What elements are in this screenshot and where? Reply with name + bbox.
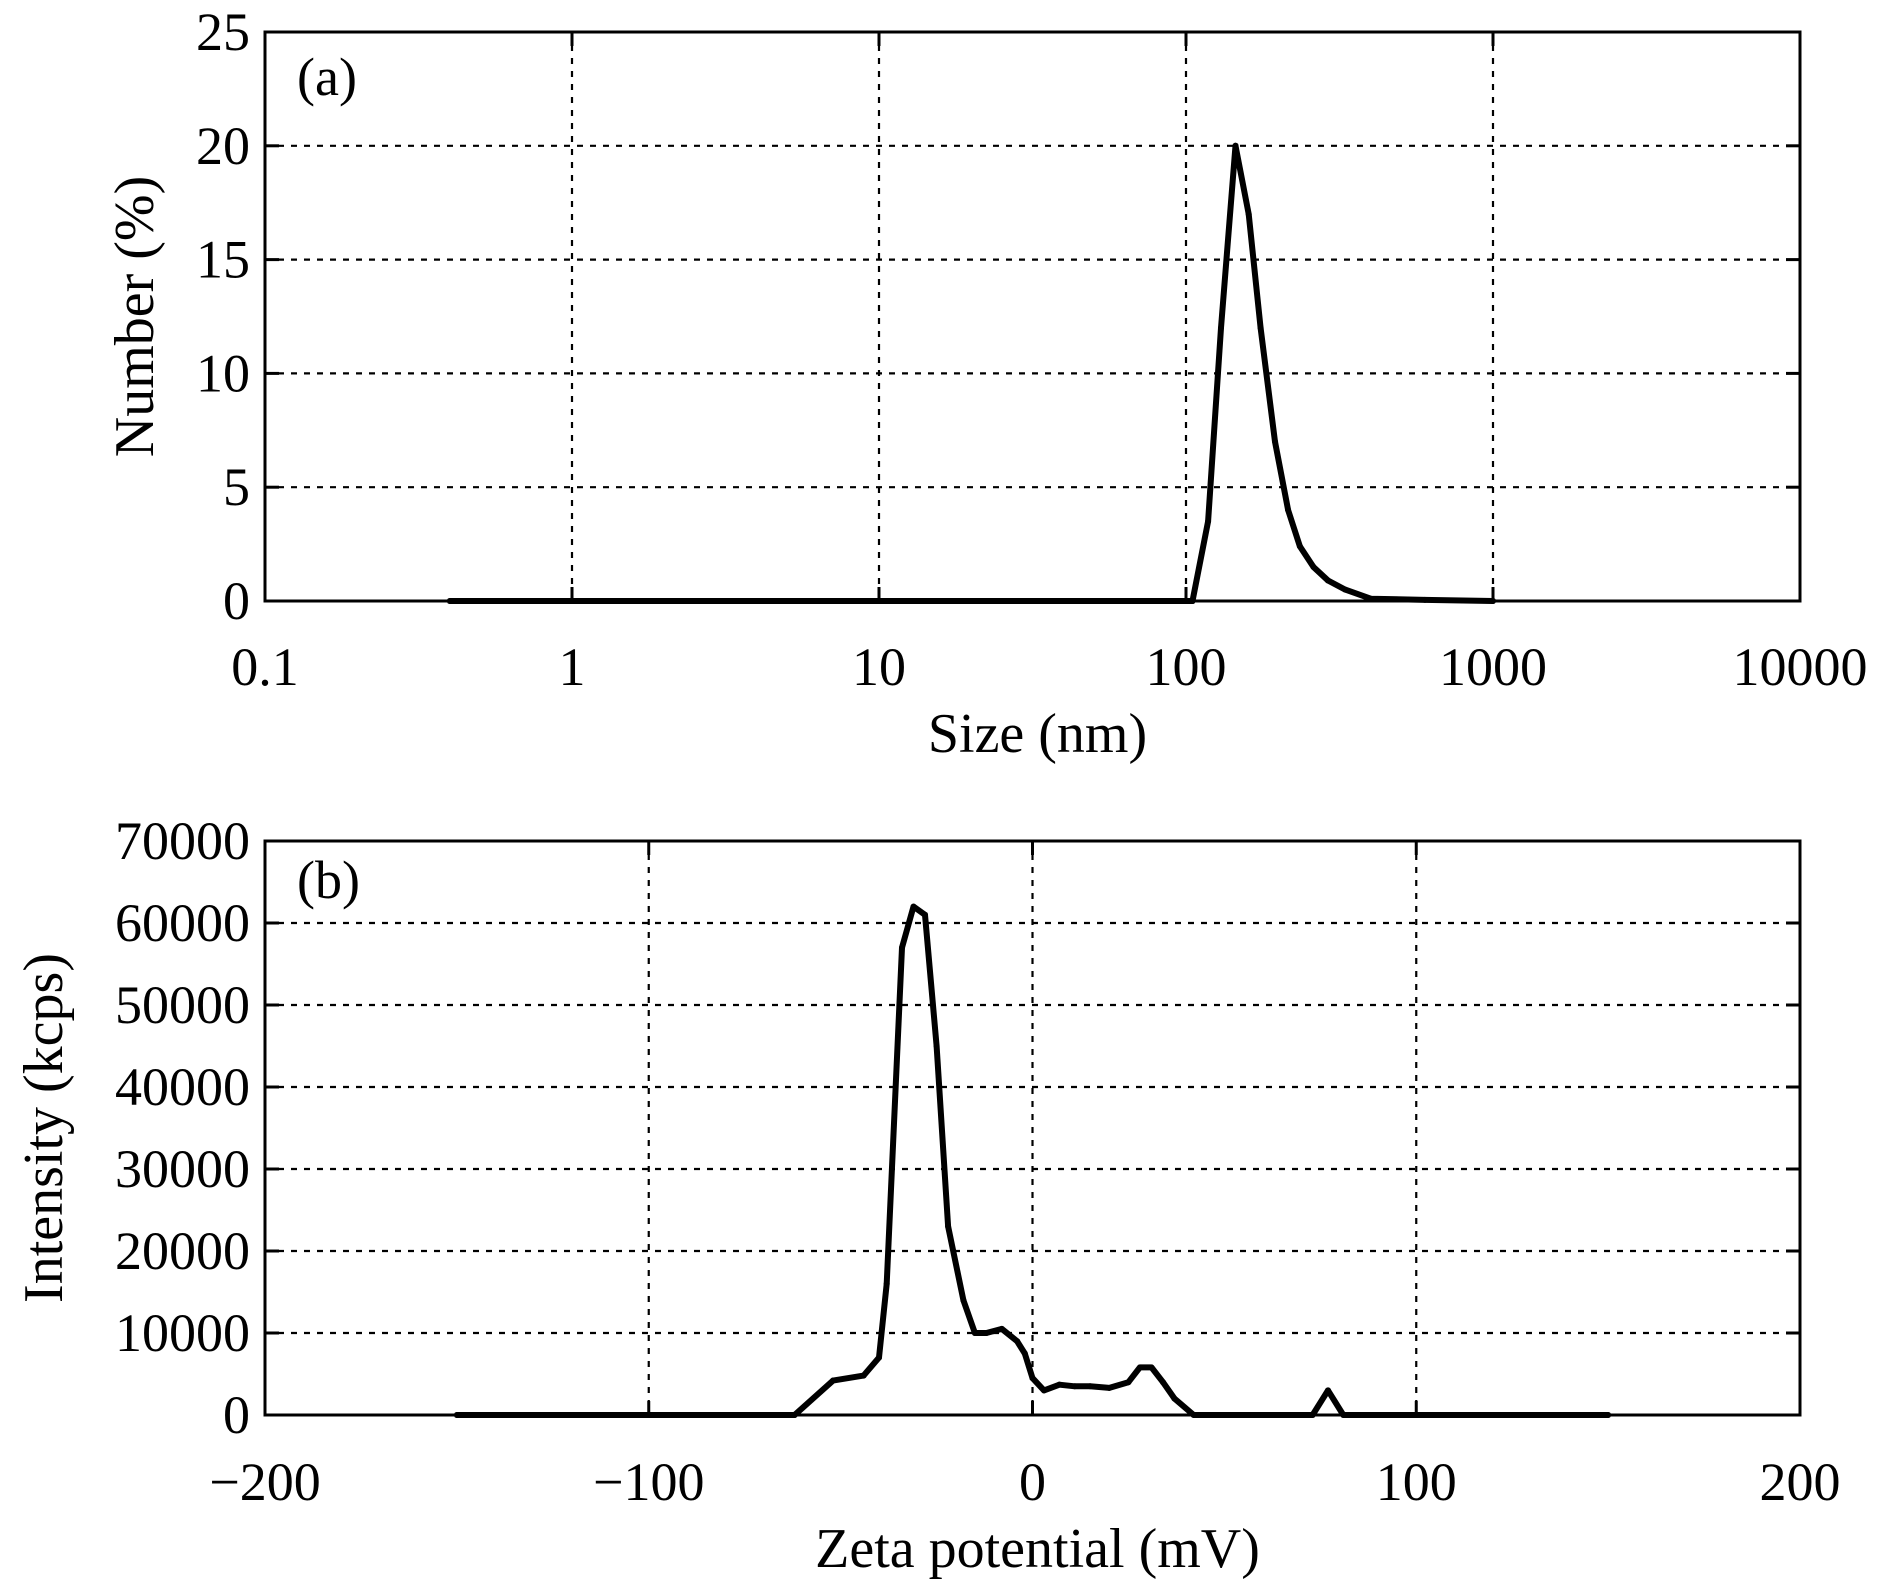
data-point (1136, 1364, 1143, 1371)
data-point (1148, 1364, 1155, 1371)
data-point (1205, 518, 1212, 525)
data-point (791, 1412, 798, 1418)
data-point (1421, 596, 1428, 603)
data-point (1605, 1412, 1612, 1418)
panel-label: (a) (297, 47, 357, 107)
data-point (569, 598, 575, 604)
x-tick-label: −200 (209, 1452, 320, 1512)
y-tick-label: 20 (196, 116, 250, 176)
data-point (453, 1412, 460, 1418)
data-point (1125, 1379, 1132, 1386)
data-point (1490, 1412, 1496, 1418)
chart-panel-a: 0.1 1 10 100 1000 10000 0 5 10 15 20 25 Size (nm) Num… (104, 2, 1868, 765)
y-tick-label: 40000 (115, 1057, 250, 1117)
x-tick-label: 1 (559, 637, 586, 697)
x-tick-label: 200 (1760, 1452, 1841, 1512)
x-tick-label: −100 (593, 1452, 704, 1512)
data-point (1342, 586, 1349, 593)
x-tick-label: 0 (1019, 1452, 1046, 1512)
data-point (922, 911, 929, 918)
data-point (1490, 598, 1496, 604)
data-point (1087, 1383, 1094, 1390)
data-point (1106, 1384, 1113, 1391)
data-point (1285, 506, 1292, 513)
data-point (945, 1223, 952, 1230)
data-point (1278, 1412, 1285, 1418)
y-tick-label: 10 (196, 343, 250, 403)
y-tick-label: 50000 (115, 975, 250, 1035)
data-point (899, 944, 906, 951)
data-point (1041, 1387, 1048, 1394)
y-tick-label: 5 (223, 457, 250, 517)
data-point (876, 1354, 882, 1361)
panel-label: (b) (297, 850, 360, 910)
data-point (960, 1297, 967, 1304)
data-point (1029, 1375, 1036, 1382)
y-tick-label: 70000 (115, 811, 250, 871)
data-point (1217, 324, 1224, 331)
x-tick-label: 0.1 (231, 637, 299, 697)
data-point (1232, 142, 1239, 149)
data-point (1189, 598, 1196, 604)
y-tick-label: 10000 (115, 1303, 250, 1363)
series-line (453, 903, 1612, 1418)
x-tick-label: 1000 (1439, 637, 1547, 697)
y-axis-label: Number (%) (104, 176, 166, 457)
x-tick-label: 100 (1146, 637, 1227, 697)
data-point (1171, 1395, 1178, 1402)
data-point (883, 1280, 890, 1287)
data-point (1413, 1412, 1420, 1418)
data-point (1240, 1412, 1247, 1418)
x-tick-label: 10 (852, 637, 906, 697)
x-tick-label: 10000 (1733, 637, 1868, 697)
data-point (1309, 1412, 1316, 1418)
data-point (1324, 1387, 1331, 1394)
data-point (1310, 563, 1317, 570)
data-point (998, 1325, 1005, 1332)
data-point (1090, 598, 1097, 604)
data-point (1296, 543, 1303, 550)
data-point (1367, 595, 1374, 602)
data-point (1021, 1350, 1028, 1357)
data-point (1374, 1412, 1381, 1418)
y-tick-label: 20000 (115, 1221, 250, 1281)
x-axis-label: Size (nm) (928, 703, 1147, 765)
data-point (1272, 438, 1279, 445)
data-point (876, 598, 882, 604)
data-point (1190, 1412, 1197, 1418)
y-tick-label: 15 (196, 230, 250, 290)
data-point (971, 1330, 978, 1336)
y-tick-label: 25 (196, 2, 250, 62)
data-point (645, 1412, 652, 1418)
data-point (910, 903, 917, 910)
data-point (933, 1043, 940, 1049)
data-point (1324, 577, 1331, 584)
chart-panel-b: −200 −100 0 100 200 0 10000 20000 30000 40000 5000… (13, 811, 1841, 1580)
y-tick-label: 60000 (115, 893, 250, 953)
data-point (446, 598, 453, 604)
data-point (1213, 1412, 1220, 1418)
y-tick-label: 0 (223, 571, 250, 631)
x-axis-label: Zeta potential (mV) (815, 1518, 1260, 1580)
y-tick-label: 0 (223, 1385, 250, 1445)
data-point (1159, 1379, 1166, 1386)
data-point (1245, 211, 1252, 218)
x-tick-label: 100 (1376, 1452, 1457, 1512)
data-point (1340, 1412, 1347, 1418)
data-point (1257, 324, 1264, 331)
data-point (983, 1330, 990, 1336)
y-axis-label: Intensity (kcps) (13, 953, 75, 1303)
y-tick-label: 30000 (115, 1139, 250, 1199)
data-point (1056, 1381, 1063, 1388)
data-point (829, 1377, 836, 1384)
data-point (860, 1372, 867, 1379)
data-point (1071, 1383, 1078, 1390)
data-point (1014, 1338, 1021, 1345)
plot-frame (263, 30, 1802, 603)
